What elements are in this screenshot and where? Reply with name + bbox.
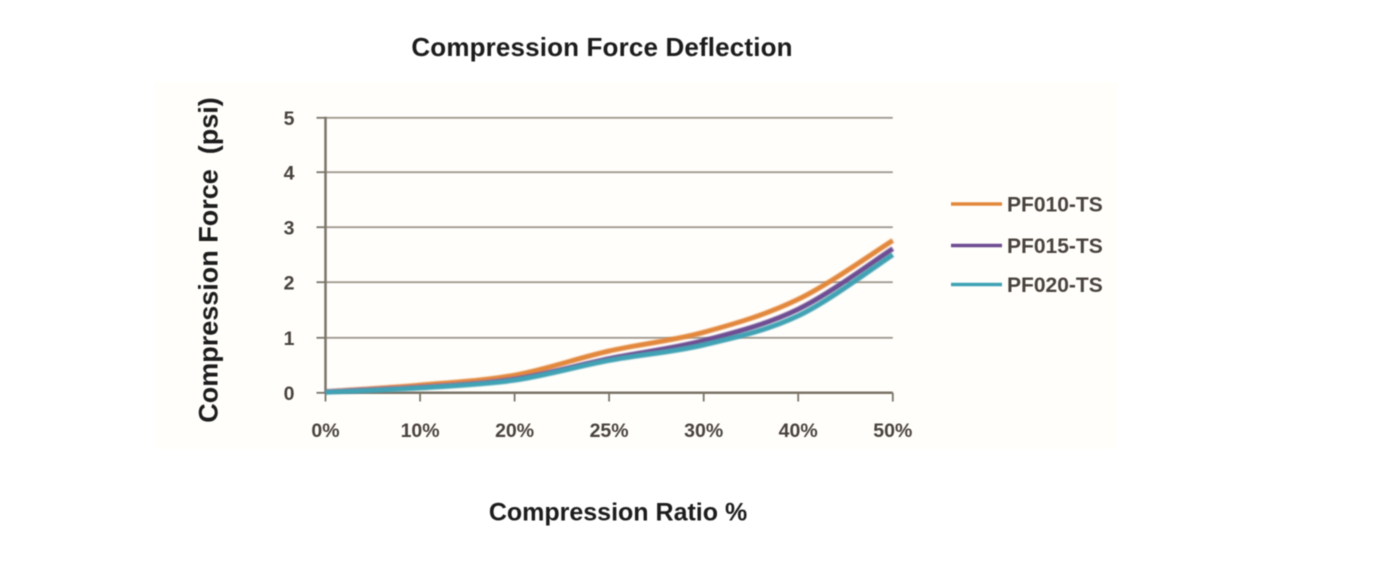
svg-text:50%: 50%: [873, 420, 912, 442]
svg-text:4: 4: [284, 162, 295, 184]
svg-text:Compression Force Deflection: Compression Force Deflection: [411, 32, 792, 62]
svg-text:20%: 20%: [495, 420, 534, 442]
svg-text:PF010-TS: PF010-TS: [1007, 194, 1103, 217]
svg-text:0: 0: [284, 383, 295, 405]
svg-text:0%: 0%: [311, 420, 339, 442]
svg-text:PF020-TS: PF020-TS: [1007, 274, 1103, 297]
svg-text:5: 5: [284, 108, 295, 130]
svg-text:3: 3: [284, 217, 295, 239]
svg-text:30%: 30%: [684, 420, 723, 442]
svg-text:2: 2: [284, 272, 295, 294]
svg-text:1: 1: [284, 328, 295, 350]
svg-text:Compression Force (psi): Compression Force (psi): [194, 97, 224, 423]
svg-text:25%: 25%: [590, 420, 629, 442]
svg-text:Compression Ratio %: Compression Ratio %: [489, 499, 747, 527]
svg-text:40%: 40%: [779, 420, 818, 442]
svg-text:PF015-TS: PF015-TS: [1007, 235, 1103, 258]
svg-text:10%: 10%: [401, 420, 440, 442]
